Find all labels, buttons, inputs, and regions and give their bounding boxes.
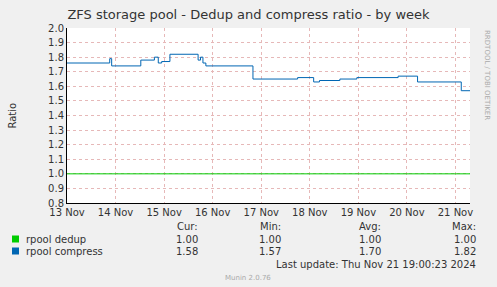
svg-text:1.70: 1.70 [359, 246, 381, 257]
svg-text:Munin 2.0.76: Munin 2.0.76 [225, 274, 271, 282]
svg-text:rpool dedup: rpool dedup [26, 234, 86, 245]
svg-text:14 Nov: 14 Nov [98, 207, 134, 218]
svg-text:1.5: 1.5 [48, 95, 64, 106]
svg-text:19 Nov: 19 Nov [341, 207, 377, 218]
svg-text:1.82: 1.82 [454, 246, 476, 257]
svg-text:1.3: 1.3 [48, 125, 64, 136]
svg-text:1.58: 1.58 [176, 246, 198, 257]
svg-text:1.0: 1.0 [48, 168, 64, 179]
svg-text:1.00: 1.00 [176, 234, 198, 245]
svg-text:21 Nov: 21 Nov [438, 207, 474, 218]
svg-text:1.00: 1.00 [454, 234, 476, 245]
svg-text:1.9: 1.9 [48, 37, 64, 48]
svg-text:1.4: 1.4 [48, 110, 64, 121]
svg-text:1.57: 1.57 [259, 246, 281, 257]
svg-text:20 Nov: 20 Nov [389, 207, 425, 218]
svg-text:1.7: 1.7 [48, 66, 64, 77]
svg-text:RRDTOOL / TOBI OETIKER: RRDTOOL / TOBI OETIKER [483, 30, 491, 120]
svg-text:Max:: Max: [452, 221, 476, 232]
svg-text:0.9: 0.9 [48, 183, 64, 194]
svg-text:ZFS storage pool - Dedup and c: ZFS storage pool - Dedup and compress ra… [67, 7, 430, 22]
svg-text:Last update: Thu Nov 21 19:00:: Last update: Thu Nov 21 19:00:23 2024 [276, 259, 476, 270]
svg-text:rpool compress: rpool compress [26, 246, 103, 257]
svg-text:1.8: 1.8 [48, 52, 64, 63]
svg-text:2.0: 2.0 [48, 23, 64, 34]
svg-text:1.1: 1.1 [48, 154, 64, 165]
svg-text:Cur:: Cur: [177, 221, 198, 232]
svg-text:Avg:: Avg: [359, 221, 381, 232]
svg-text:15 Nov: 15 Nov [146, 207, 182, 218]
svg-text:16 Nov: 16 Nov [195, 207, 231, 218]
svg-text:Min:: Min: [260, 221, 281, 232]
svg-text:1.2: 1.2 [48, 139, 64, 150]
svg-text:0.8: 0.8 [48, 198, 64, 209]
svg-text:17 Nov: 17 Nov [244, 207, 280, 218]
svg-text:1.00: 1.00 [359, 234, 381, 245]
svg-text:18 Nov: 18 Nov [292, 207, 328, 218]
svg-text:1.6: 1.6 [48, 81, 64, 92]
svg-text:13 Nov: 13 Nov [49, 207, 85, 218]
svg-text:Ratio: Ratio [7, 103, 18, 129]
svg-text:1.00: 1.00 [259, 234, 281, 245]
